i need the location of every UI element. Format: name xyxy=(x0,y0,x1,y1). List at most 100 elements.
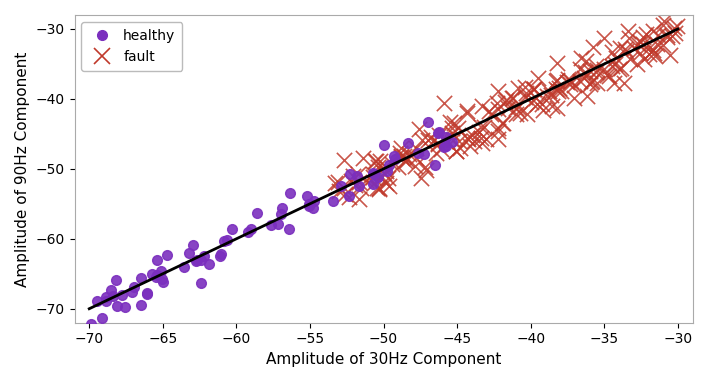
healthy xyxy=(432,129,444,136)
healthy xyxy=(135,275,147,281)
fault xyxy=(355,185,367,191)
fault xyxy=(574,78,586,84)
fault xyxy=(591,63,602,69)
fault xyxy=(371,158,382,164)
fault xyxy=(446,125,457,131)
fault xyxy=(345,178,357,184)
fault xyxy=(643,51,654,57)
healthy xyxy=(216,251,227,257)
fault xyxy=(620,45,631,52)
fault xyxy=(444,119,455,125)
healthy xyxy=(152,272,163,278)
fault xyxy=(409,163,420,169)
fault xyxy=(378,170,389,176)
fault xyxy=(367,174,379,180)
healthy xyxy=(150,274,162,280)
fault xyxy=(374,186,385,192)
fault xyxy=(647,28,659,34)
fault xyxy=(338,185,350,191)
fault xyxy=(562,79,573,86)
fault xyxy=(369,158,380,164)
fault xyxy=(475,124,486,130)
fault xyxy=(592,66,603,73)
fault xyxy=(393,164,404,170)
healthy xyxy=(215,253,226,259)
fault xyxy=(657,42,668,48)
fault xyxy=(581,93,593,99)
fault xyxy=(492,88,503,94)
healthy xyxy=(389,152,400,159)
fault xyxy=(581,58,592,64)
fault xyxy=(610,55,622,61)
fault xyxy=(411,154,422,160)
healthy xyxy=(367,180,379,186)
healthy xyxy=(303,201,315,207)
healthy xyxy=(433,129,445,135)
healthy xyxy=(91,298,103,304)
healthy xyxy=(203,261,215,267)
fault xyxy=(565,81,576,87)
fault xyxy=(497,120,508,126)
fault xyxy=(449,120,460,126)
fault xyxy=(413,126,425,132)
fault xyxy=(381,180,392,186)
fault xyxy=(623,35,635,41)
fault xyxy=(632,61,643,67)
fault xyxy=(648,50,659,56)
fault xyxy=(453,138,464,144)
fault xyxy=(537,101,548,107)
healthy xyxy=(440,143,452,149)
fault xyxy=(623,28,634,34)
fault xyxy=(607,49,618,55)
fault xyxy=(492,136,503,142)
fault xyxy=(659,18,670,24)
fault xyxy=(508,95,519,101)
fault xyxy=(510,111,522,117)
fault xyxy=(452,125,463,131)
healthy xyxy=(423,119,434,125)
fault xyxy=(462,108,473,115)
fault xyxy=(579,69,591,75)
fault xyxy=(591,80,603,86)
fault xyxy=(614,45,625,51)
fault xyxy=(476,140,488,146)
fault xyxy=(469,138,480,144)
fault xyxy=(521,110,532,117)
fault xyxy=(353,196,364,202)
healthy xyxy=(179,264,190,270)
Y-axis label: Amplitude of 90Hz Component: Amplitude of 90Hz Component xyxy=(15,51,30,286)
fault xyxy=(491,100,502,106)
fault xyxy=(463,136,474,142)
healthy xyxy=(305,201,316,207)
healthy xyxy=(199,253,210,259)
healthy xyxy=(413,149,424,155)
healthy xyxy=(196,280,207,286)
healthy xyxy=(379,142,390,149)
fault xyxy=(451,148,462,154)
healthy xyxy=(151,257,162,263)
healthy xyxy=(273,221,284,227)
healthy xyxy=(100,298,111,304)
healthy xyxy=(111,277,122,283)
fault xyxy=(568,82,579,88)
fault xyxy=(669,29,680,36)
healthy xyxy=(303,203,315,209)
fault xyxy=(671,23,683,29)
fault xyxy=(486,111,497,117)
Legend: healthy, fault: healthy, fault xyxy=(82,22,182,71)
fault xyxy=(669,25,680,31)
fault xyxy=(403,151,415,157)
healthy xyxy=(328,198,339,204)
healthy xyxy=(390,156,401,162)
fault xyxy=(441,138,452,144)
fault xyxy=(537,107,548,113)
fault xyxy=(344,194,355,200)
fault xyxy=(396,153,407,159)
fault xyxy=(502,105,513,111)
healthy xyxy=(135,302,146,308)
fault xyxy=(338,157,350,163)
fault xyxy=(400,158,411,164)
healthy xyxy=(384,162,395,168)
fault xyxy=(347,173,359,179)
fault xyxy=(530,95,542,101)
